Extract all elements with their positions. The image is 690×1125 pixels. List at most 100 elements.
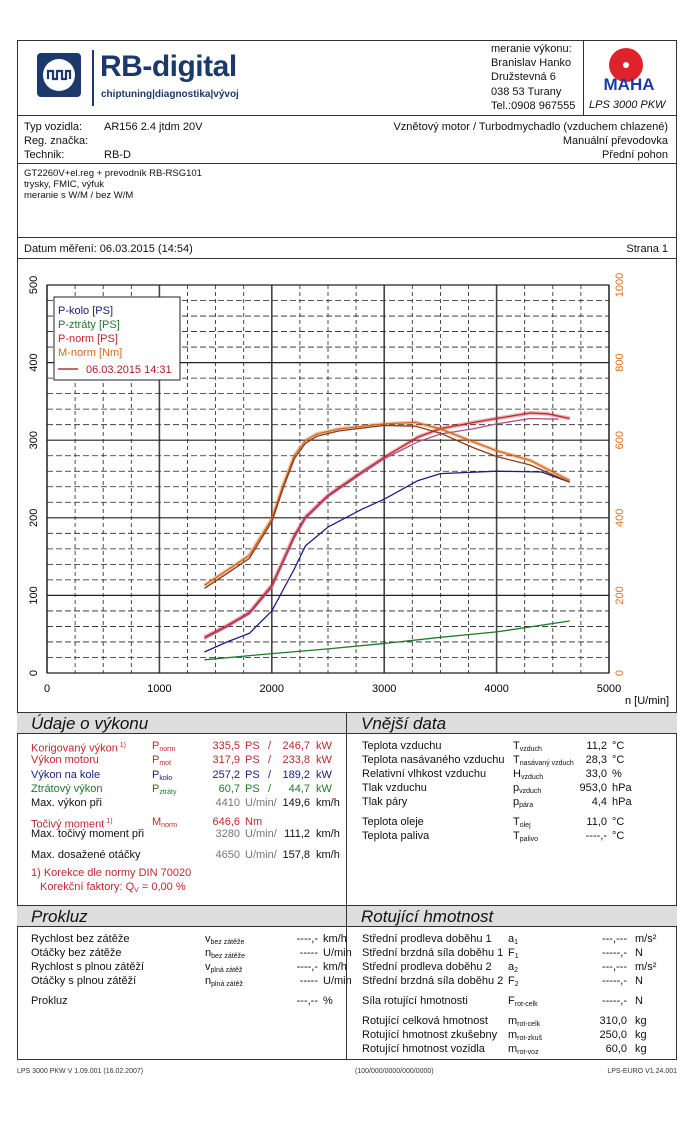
external-row: Teplota oleje Tolej 11,0 °C bbox=[0, 815, 690, 829]
y-right-tick-label: 800 bbox=[614, 353, 626, 371]
external-row: Relativní vlhkost vzduchu Hvzduch 33,0% bbox=[0, 767, 690, 781]
unit: U/min bbox=[323, 975, 352, 987]
vehicle-labels: Typ vozidla: Reg. značka: Technik: bbox=[24, 120, 88, 162]
symbol: Frot-celk bbox=[508, 995, 538, 1008]
value: 4,4 bbox=[591, 796, 607, 808]
device-name: LPS 3000 PKW bbox=[589, 99, 666, 111]
y-right-tick-label: 600 bbox=[614, 431, 626, 449]
unit-primary: PS bbox=[245, 754, 260, 767]
slip-section-title: Prokluz bbox=[31, 907, 88, 926]
symbol: ppára bbox=[513, 796, 534, 809]
unit-secondary: km/h bbox=[316, 828, 340, 840]
row-label: Teplota paliva bbox=[362, 830, 430, 842]
vehicle-type: AR156 2.4 jtdm 20V bbox=[104, 121, 203, 133]
series-line-m-norm bbox=[204, 424, 570, 589]
value: ----,- bbox=[296, 933, 318, 945]
symbol: mrot-celk bbox=[508, 1015, 541, 1028]
external-row: Teplota nasávaného vzduchu Tnasávaný vzdu… bbox=[0, 753, 690, 767]
external-row: Tlak vzduchu pvzduch 953,0 hPa bbox=[0, 781, 690, 795]
brand-name: RB-digital bbox=[100, 50, 237, 83]
power-row: Max. výkon při 4410 U/min/149,6 km/h bbox=[0, 796, 690, 810]
symbol: Pkolo bbox=[152, 768, 173, 782]
value-primary: 257,2 bbox=[212, 768, 240, 781]
x-tick-label: 0 bbox=[44, 683, 50, 695]
chart-legend: P-kolo [PS] P-ztráty [PS] P-norm [PS] M-nor… bbox=[53, 296, 181, 381]
symbol: mrot-voz bbox=[508, 1043, 539, 1056]
value: 310,0 bbox=[599, 1015, 627, 1027]
dyno-chart: 0 1000 2000 3000 4000 50000100200300400500020… bbox=[28, 273, 669, 707]
value: ----,- bbox=[585, 830, 607, 842]
engine-type: Vznětový motor / Turbodmychadlo (vzduche… bbox=[393, 121, 668, 133]
legend-run-date: 06.03.2015 14:31 bbox=[86, 364, 172, 376]
value: ---,--- bbox=[601, 933, 627, 945]
unit-secondary: kW bbox=[316, 782, 332, 795]
row-label: Rotující hmotnost vozidla bbox=[362, 1043, 485, 1055]
symbol: Hvzduch bbox=[513, 768, 544, 781]
value: -----,- bbox=[601, 975, 627, 987]
gearbox: Manuální převodovka bbox=[562, 135, 668, 147]
symbol: pvzduch bbox=[513, 782, 542, 795]
symbol: Pztráty bbox=[152, 782, 177, 796]
contact-line: meranie výkonu: bbox=[491, 43, 572, 55]
row-label: Ztrátový výkon bbox=[31, 782, 103, 795]
power-row: Korigovaný výkon 1) Pnorm 335,5 PS / 246,7 kW bbox=[0, 739, 690, 755]
unit: °C bbox=[612, 830, 625, 842]
divider bbox=[17, 237, 677, 238]
unit-primary: U/min/ bbox=[245, 828, 277, 840]
value-secondary: 111,2 bbox=[284, 828, 310, 840]
symbol: F2 bbox=[508, 975, 519, 988]
row-label: Výkon motoru bbox=[31, 754, 99, 767]
power-section-title: Údaje o výkonu bbox=[31, 714, 149, 733]
tech-label: Technik: bbox=[24, 149, 65, 161]
vehicle-tech: RB-D bbox=[104, 149, 131, 161]
y-left-tick-label: 200 bbox=[28, 509, 40, 527]
rot-row: Střední prodleva doběhu 2 a2 ---,--- m/s² bbox=[0, 960, 690, 974]
x-tick-label: 2000 bbox=[260, 683, 284, 695]
rot-row: Střední brzdná síla doběhu 2 F2 -----,- N bbox=[0, 974, 690, 988]
rot-row: Síla rotující hmotnosti Frot-celk -----,- N bbox=[0, 994, 690, 1008]
value: 28,3 bbox=[585, 754, 607, 766]
drive-type: Přední pohon bbox=[601, 149, 668, 161]
external-row: Teplota paliva Tpalivo ----,- °C bbox=[0, 829, 690, 843]
report-page bbox=[17, 40, 677, 1060]
rb-digital-logo-icon bbox=[37, 53, 81, 97]
unit: N bbox=[635, 947, 643, 959]
unit-primary: Nm bbox=[245, 816, 263, 828]
series-line-p-ztráty bbox=[204, 620, 570, 661]
value: 953,0 bbox=[579, 782, 607, 794]
y-right-tick-label: 400 bbox=[614, 509, 626, 527]
unit: kg bbox=[635, 1043, 647, 1055]
value-primary: 335,5 bbox=[212, 740, 240, 752]
value-secondary: 157,8 bbox=[282, 849, 310, 861]
value: -----,- bbox=[601, 947, 627, 959]
section-header-bar: Údaje o výkonu Vnější data bbox=[17, 712, 677, 734]
rot-row: Střední brzdná síla doběhu 1 F1 -----,- N bbox=[0, 946, 690, 960]
unit-secondary: km/h bbox=[316, 797, 340, 810]
unit-primary: U/min/ bbox=[245, 849, 277, 861]
symbol: Tpalivo bbox=[513, 830, 539, 843]
external-row: Tlak páry ppára 4,4 hPa bbox=[0, 795, 690, 809]
legend-box bbox=[53, 296, 181, 381]
separator: / bbox=[268, 768, 272, 781]
plot-frame bbox=[46, 284, 610, 674]
series-glow bbox=[203, 411, 571, 640]
slip-row: Prokluz ---,--% bbox=[0, 994, 690, 1008]
unit-secondary: kW bbox=[316, 740, 332, 752]
unit-primary: PS bbox=[245, 782, 260, 795]
y-left-tick-label: 300 bbox=[28, 431, 40, 449]
row-label: Točivý moment 1) bbox=[31, 818, 113, 831]
footnote-2: Korekční faktory: QV = 0,00 % bbox=[40, 881, 186, 894]
contact-line: Branislav Hanko bbox=[491, 57, 572, 70]
brand-tagline: chiptuning|diagnostika|vývoj bbox=[101, 89, 239, 100]
separator: / bbox=[268, 754, 272, 767]
y-left-tick-label: 400 bbox=[28, 353, 40, 371]
series-line-p-norm bbox=[204, 412, 570, 638]
logo-separator bbox=[92, 50, 94, 106]
unit: °C bbox=[612, 816, 625, 828]
unit: kg bbox=[635, 1015, 647, 1027]
unit: km/h bbox=[323, 961, 347, 973]
row-label: Otáčky bez zátěže bbox=[31, 947, 122, 959]
unit-primary: PS bbox=[245, 768, 260, 781]
divider bbox=[17, 163, 677, 164]
row-label: Rotující celková hmotnost bbox=[362, 1015, 488, 1027]
